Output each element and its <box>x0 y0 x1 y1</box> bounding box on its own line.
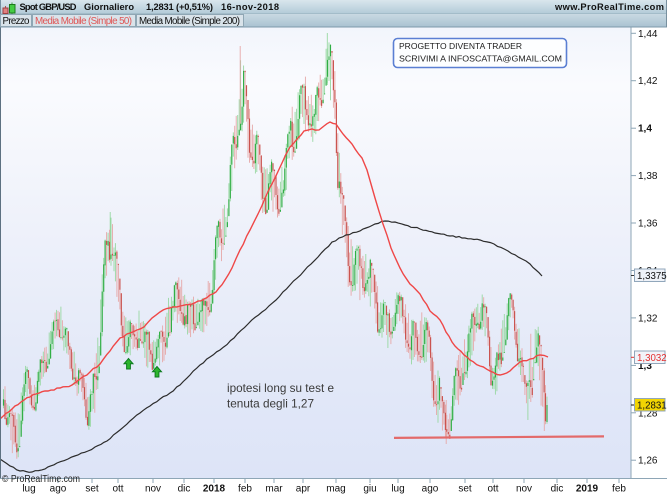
svg-text:lug: lug <box>391 484 404 495</box>
svg-text:giu: giu <box>363 484 376 495</box>
svg-text:Giornaliero: Giornaliero <box>84 2 134 12</box>
svg-text:1,32: 1,32 <box>638 313 658 324</box>
svg-text:nov: nov <box>516 484 532 495</box>
svg-text:2019: 2019 <box>576 484 599 495</box>
svg-text:1,42: 1,42 <box>638 76 658 87</box>
svg-text:nov: nov <box>145 484 161 495</box>
svg-text:mag: mag <box>326 484 345 495</box>
svg-text:www.ProRealTime.com: www.ProRealTime.com <box>554 2 664 12</box>
svg-text:1,3032: 1,3032 <box>637 353 667 364</box>
svg-text:ott: ott <box>112 484 123 495</box>
svg-text:set: set <box>458 484 472 495</box>
svg-text:1,36: 1,36 <box>638 219 658 230</box>
svg-text:PROGETTO DIVENTA TRADER: PROGETTO DIVENTA TRADER <box>399 41 522 51</box>
svg-text:feb: feb <box>238 484 252 495</box>
svg-text:tenuta degli 1,27: tenuta degli 1,27 <box>227 398 314 411</box>
svg-text:SCRIVIMI A INFOSCATTA@GMAIL.CO: SCRIVIMI A INFOSCATTA@GMAIL.COM <box>399 54 562 64</box>
svg-text:ipotesi long su test e: ipotesi long su test e <box>227 382 334 395</box>
svg-text:Spot GBP/USD: Spot GBP/USD <box>20 2 77 12</box>
svg-text:1,38: 1,38 <box>638 171 658 182</box>
svg-text:2018: 2018 <box>203 484 226 495</box>
svg-text:1,2831 (+0,51%): 1,2831 (+0,51%) <box>146 2 213 12</box>
svg-text:mar: mar <box>265 484 283 495</box>
svg-text:© ProRealTime.com: © ProRealTime.com <box>2 474 80 485</box>
svg-text:1,3: 1,3 <box>638 361 652 372</box>
svg-text:1,4: 1,4 <box>638 124 652 135</box>
svg-text:set: set <box>85 484 99 495</box>
svg-text:1,44: 1,44 <box>638 29 658 40</box>
svg-text:1,2831: 1,2831 <box>637 400 667 411</box>
svg-text:lug: lug <box>22 484 35 495</box>
svg-text:dic: dic <box>178 484 191 495</box>
svg-text:1,26: 1,26 <box>638 456 658 467</box>
svg-text:Prezzo: Prezzo <box>3 16 31 27</box>
svg-text:ago: ago <box>50 484 67 495</box>
svg-text:Media Mobile (Simple 200): Media Mobile (Simple 200) <box>139 16 240 27</box>
svg-text:ago: ago <box>422 484 439 495</box>
svg-text:feb: feb <box>612 484 626 495</box>
svg-text:Media Mobile (Simple 50): Media Mobile (Simple 50) <box>35 16 132 27</box>
svg-text:1,3375: 1,3375 <box>637 271 667 282</box>
svg-text:1,28: 1,28 <box>638 408 658 419</box>
svg-text:16-nov-2018: 16-nov-2018 <box>221 2 279 12</box>
svg-text:apr: apr <box>296 484 311 495</box>
svg-text:ott: ott <box>487 484 498 495</box>
svg-text:dic: dic <box>551 484 564 495</box>
